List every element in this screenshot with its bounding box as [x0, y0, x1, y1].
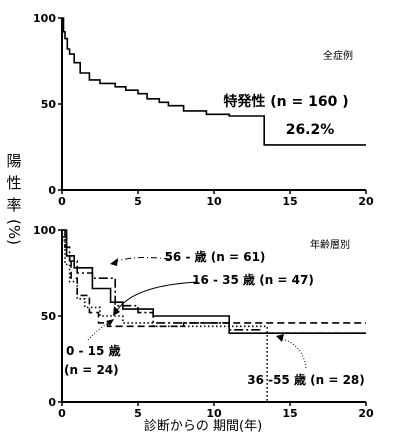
chart2-y-tick-label: 0	[48, 396, 56, 409]
arrowhead-36-55	[276, 334, 284, 342]
series-label-16-35: 16 - 35 歳 (n = 47)	[192, 272, 314, 287]
callout-arrow-16-35	[115, 281, 199, 313]
chart1-y-tick-label: 0	[48, 184, 56, 197]
chart2-series-3-line	[62, 236, 366, 328]
chart2-y-tick-label: 50	[41, 310, 57, 323]
chart2-title: 年齢層別	[310, 238, 350, 251]
series-label-0-15-line1: 0 - 15 歳	[66, 343, 121, 358]
y-axis-char-3: 率	[6, 196, 22, 214]
chart2-series-1-line	[62, 229, 366, 334]
chart2-x-tick-label: 20	[358, 407, 374, 420]
chart1-cohort-label: 特発性 (n = 160 )	[223, 93, 348, 110]
series-label-36-55: 36 -55 歳 (n = 28)	[247, 372, 365, 387]
series-label-0-15-line2: (n = 24)	[64, 363, 119, 377]
chart1-x-tick-label: 0	[58, 195, 66, 208]
chart2-x-tick-label: 5	[134, 407, 142, 420]
chart2-x-tick-label: 0	[58, 407, 66, 420]
chart1-title: 全症例	[323, 49, 353, 62]
series-label-56-plus: 56 - 歳 (n = 61)	[165, 249, 266, 264]
chart1-y-tick-label: 50	[41, 98, 57, 111]
arrowhead-0-15	[106, 319, 114, 326]
chart1-series-1-line	[62, 17, 366, 146]
y-axis-title: 陽 性 率 (%)	[5, 150, 23, 245]
callout-arrow-36-55	[279, 337, 307, 369]
callout-arrow-56-plus	[113, 256, 171, 263]
chart1-x-tick-label: 10	[206, 195, 222, 208]
y-axis-char-1: 陽	[6, 152, 22, 170]
chart1-y-tick-label: 100	[33, 12, 56, 25]
chart1-x-tick-label: 5	[134, 195, 142, 208]
arrowhead-16-35	[113, 306, 120, 316]
chart2-y-tick-label: 100	[33, 224, 56, 237]
chart1-x-tick-label: 20	[358, 195, 374, 208]
callout-arrow-0-15	[87, 321, 111, 341]
y-axis-char-2: 性	[6, 174, 22, 192]
chart2-x-tick-label: 10	[206, 407, 222, 420]
chart1-final-rate-label: 26.2%	[286, 122, 335, 138]
chart1-x-tick-label: 15	[282, 195, 297, 208]
chart2-x-tick-label: 15	[282, 407, 297, 420]
chart2-series-4-line	[62, 239, 268, 402]
x-axis-title: 診断からの 期間(年)	[144, 418, 262, 434]
arrowhead-56-plus	[110, 258, 118, 266]
y-axis-char-4: (%)	[5, 219, 23, 245]
